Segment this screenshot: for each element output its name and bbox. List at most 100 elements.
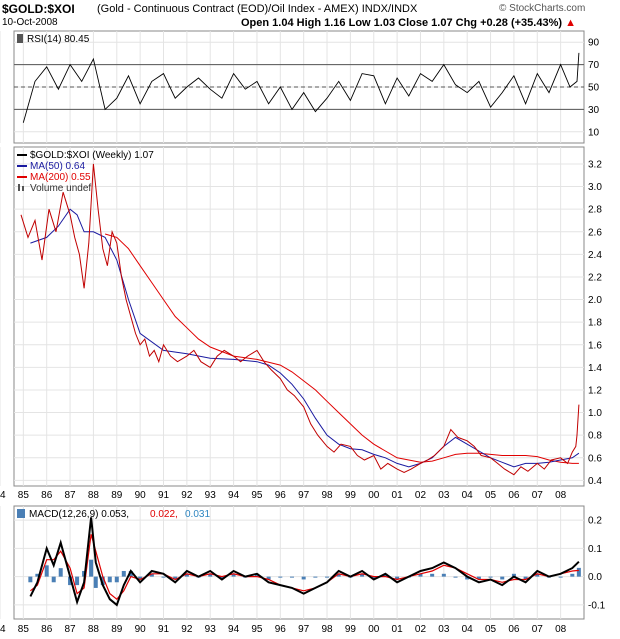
volume-legend-label: Volume undef (30, 183, 91, 194)
rsi-panel: 90 70 50 30 10 RSI(14) 80.45 (0, 30, 600, 144)
volume-legend-swatch-2 (22, 186, 24, 191)
macd-histogram-bar (430, 573, 435, 577)
watermark: © StockCharts.com (499, 3, 586, 14)
y-tick-label: 2.6 (588, 227, 602, 238)
x-tick-label: 84 (0, 490, 6, 501)
x-tick-label: 02 (415, 624, 427, 635)
macd-histogram-bar (184, 573, 189, 577)
macd-legend-label: MACD(12,26,9) 0.053, (29, 509, 129, 520)
x-tick-label: 02 (415, 490, 427, 501)
macd-histogram-bar (114, 576, 119, 583)
macd-histogram-bar (93, 576, 98, 588)
y-tick-label: 0.8 (588, 431, 602, 442)
macd-histogram-bar (161, 576, 166, 578)
macd-histogram-bar (336, 573, 341, 577)
change-value: Chg +0.28 (+35.43%) (455, 17, 563, 29)
macd-histogram-bar (383, 573, 388, 577)
y-tick-label: 0.1 (588, 544, 602, 555)
x-tick-label: 98 (321, 490, 333, 501)
macd-signal-legend-label: 0.022, (150, 509, 178, 520)
macd-histogram-bar (576, 567, 581, 577)
macd-histogram-bar (149, 573, 154, 577)
y-tick-label: 1.4 (588, 363, 602, 374)
macd-histogram-bar (254, 573, 259, 577)
x-tick-label: 91 (158, 490, 170, 501)
y-tick-label: 70 (588, 60, 600, 71)
macd-histogram-bar (441, 573, 446, 577)
x-tick-label: 95 (251, 624, 263, 635)
rsi-label: RSI(14) 80.45 (27, 34, 90, 45)
x-tick-label: 04 (462, 624, 474, 635)
x-tick-label: 97 (298, 624, 310, 635)
x-tick-label: 03 (438, 624, 450, 635)
macd-histogram-bar (325, 576, 330, 578)
y-tick-label: 10 (588, 127, 600, 138)
y-tick-label: 1.6 (588, 340, 602, 351)
x-tick-label: 86 (41, 624, 53, 635)
macd-legend: MACD(12,26,9) 0.053, 0.022, 0.031 (17, 509, 210, 520)
price-legend-label: $GOLD:$XOI (Weekly) 1.07 (30, 150, 154, 161)
macd-histogram-bar (58, 568, 63, 577)
x-tick-label: 93 (205, 490, 217, 501)
x-tick-label: 87 (65, 624, 77, 635)
macd-histogram-bar (35, 573, 40, 577)
y-tick-label: 3.0 (588, 182, 602, 193)
macd-histogram-bar (535, 573, 540, 577)
rsi-line (22, 52, 580, 123)
rsi-legend-swatch (17, 34, 23, 43)
macd-line (29, 517, 580, 607)
chart-description: (Gold - Continuous Contract (EOD)/Oil In… (97, 3, 418, 15)
x-tick-label: 93 (205, 624, 217, 635)
x-tick-label: 01 (392, 624, 404, 635)
x-tick-label: 99 (345, 624, 357, 635)
x-tick-label: 85 (18, 490, 30, 501)
x-tick-label: 85 (18, 624, 30, 635)
macd-histogram-bar (523, 576, 528, 580)
macd-histogram-bar (418, 573, 423, 577)
x-tick-label: 00 (368, 624, 380, 635)
macd-histogram-bar (208, 573, 213, 577)
x-tick-label: 06 (508, 490, 520, 501)
macd-hist-legend-label: 0.031 (185, 509, 210, 520)
y-tick-label: 90 (588, 38, 600, 49)
x-tick-label: 99 (345, 490, 357, 501)
y-tick-label: 0.0 (588, 572, 602, 583)
y-tick-label: 1.2 (588, 385, 602, 396)
x-tick-label: 94 (228, 490, 240, 501)
x-tick-label: 00 (368, 490, 380, 501)
up-arrow-icon: ▲ (565, 17, 576, 29)
y-tick-label: 50 (588, 83, 600, 94)
chart-date: 10-Oct-2008 (2, 17, 58, 28)
x-tick-label: 05 (485, 490, 497, 501)
macd-histogram-bar (44, 565, 49, 577)
x-tick-label: 92 (181, 624, 193, 635)
x-tick-label: 92 (181, 490, 193, 501)
y-tick-label: 0.2 (588, 516, 602, 527)
high-value: High 1.16 (296, 17, 346, 29)
macd-histogram-bar (465, 576, 470, 580)
x-tick-label: 89 (111, 624, 123, 635)
x-tick-label: 98 (321, 624, 333, 635)
macd-histogram-bar (278, 576, 283, 578)
y-tick-label: 3.2 (588, 159, 602, 170)
x-tick-label: 04 (462, 490, 474, 501)
macd-histogram-bar (570, 573, 575, 577)
x-tick-label: 87 (65, 490, 77, 501)
macd-histogram-bar (476, 576, 481, 580)
macd-histogram-bar (138, 576, 143, 580)
x-tick-label: 95 (251, 490, 263, 501)
ma50-line (30, 208, 580, 468)
ma200-legend-label: MA(200) 0.55 (30, 172, 91, 183)
x-tick-label: 97 (298, 490, 310, 501)
close-value: Close 1.07 (398, 17, 453, 29)
x-tick-label: 07 (532, 624, 544, 635)
ma200-line (104, 233, 579, 464)
y-tick-label: 2.0 (588, 295, 602, 306)
y-tick-label: 1.0 (588, 408, 602, 419)
macd-histogram-bar (488, 576, 493, 578)
macd-histogram-bar (313, 576, 318, 578)
macd-histogram-bar (28, 576, 33, 583)
x-tick-label: 84 (0, 624, 6, 635)
rsi-legend: RSI(14) 80.45 (17, 34, 90, 45)
